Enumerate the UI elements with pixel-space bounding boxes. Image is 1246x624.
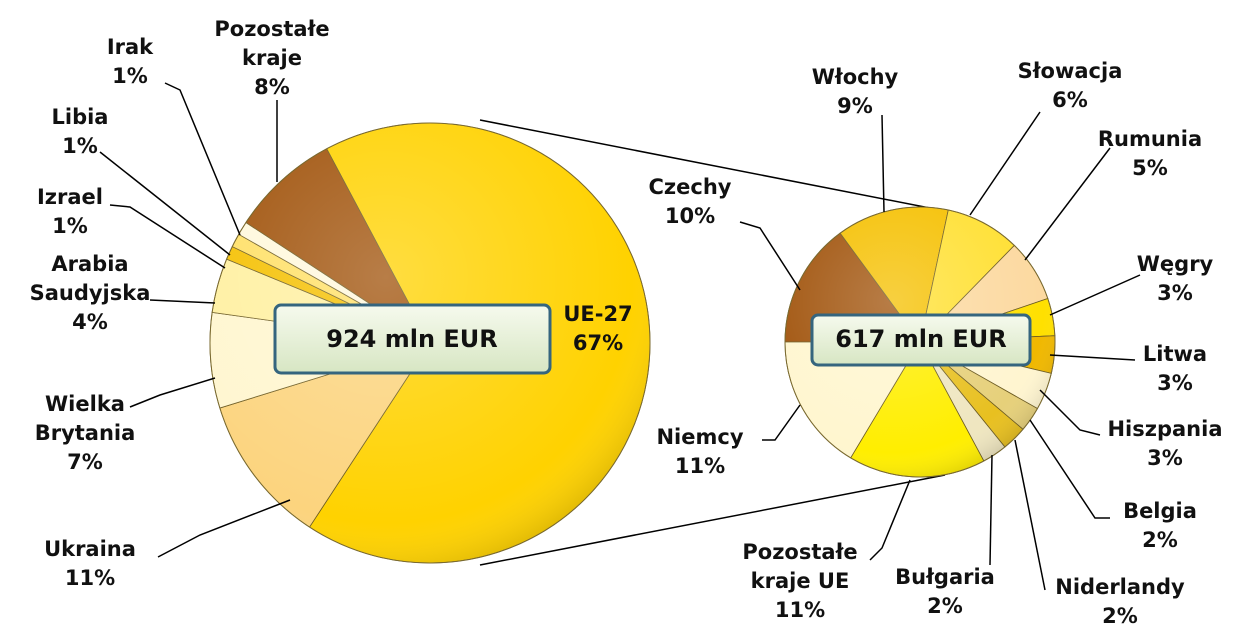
slice-value-label: 2% xyxy=(927,594,963,618)
slice-label: Brytania xyxy=(35,421,136,445)
leader-line xyxy=(762,404,801,441)
leader-line xyxy=(109,204,226,269)
leader-line xyxy=(989,454,993,566)
connector-line xyxy=(479,474,946,566)
slice-value-label: 3% xyxy=(1157,281,1193,305)
slice-value-label: 5% xyxy=(1132,156,1168,180)
leader-line xyxy=(149,299,216,304)
leader-line xyxy=(881,114,885,213)
slice-label: kraje UE xyxy=(751,569,850,593)
connector-line xyxy=(479,119,941,211)
leader-line xyxy=(99,151,231,256)
slice-value-label: 8% xyxy=(254,75,290,99)
total-label: 924 mln EUR xyxy=(326,325,498,353)
slice-value-label: 11% xyxy=(65,566,115,590)
slice-value-label: 10% xyxy=(665,204,715,228)
slice-value-label: 11% xyxy=(775,598,825,622)
slice-label: Litwa xyxy=(1143,342,1207,366)
slice-value-label: 1% xyxy=(52,214,88,238)
total-box xyxy=(273,303,552,375)
slice-label: Niemcy xyxy=(656,425,743,449)
leader-line xyxy=(1014,439,1046,591)
slice-value-label: 2% xyxy=(1142,528,1178,552)
slice-label: Wielka xyxy=(45,392,125,416)
slice-label: Pozostałe xyxy=(214,17,329,41)
leader-line xyxy=(739,221,801,291)
slice-value-label: 1% xyxy=(62,134,98,158)
total-box xyxy=(810,313,1032,367)
slice-label: Belgia xyxy=(1123,499,1197,523)
slice-label: Rumunia xyxy=(1098,127,1202,151)
slice-value-label: 67% xyxy=(573,331,623,355)
slice-label: Ukraina xyxy=(44,537,136,561)
slice-value-label: 1% xyxy=(112,64,148,88)
slice-value-label: 7% xyxy=(67,450,103,474)
slice-label: Hiszpania xyxy=(1107,417,1222,441)
slice-label: Bułgaria xyxy=(895,565,995,589)
slice-value-label: 6% xyxy=(1052,88,1088,112)
slice-label: Niderlandy xyxy=(1055,575,1185,599)
slice-value-label: 9% xyxy=(837,94,873,118)
total-label: 617 mln EUR xyxy=(835,325,1007,353)
leader-line xyxy=(129,377,216,408)
slice-value-label: 4% xyxy=(72,310,108,334)
slice-label: Izrael xyxy=(37,185,103,209)
slice-label: Irak xyxy=(107,35,154,59)
slice-label: Saudyjska xyxy=(30,281,151,305)
slice-label: Pozostałe xyxy=(742,540,857,564)
slice-label: Czechy xyxy=(649,175,732,199)
leader-line xyxy=(969,111,1041,216)
slice-label: Węgry xyxy=(1137,252,1214,276)
slice-label: Libia xyxy=(52,105,109,129)
slice-label: kraje xyxy=(242,46,302,70)
slice-label: Arabia xyxy=(51,252,128,276)
slice-value-label: 11% xyxy=(675,454,725,478)
leader-line xyxy=(1024,147,1111,261)
slice-value-label: 3% xyxy=(1147,446,1183,470)
slice-label: Włochy xyxy=(812,65,899,89)
slice-label: UE-27 xyxy=(563,302,632,326)
slice-value-label: 2% xyxy=(1102,604,1138,624)
leader-line xyxy=(1049,354,1136,361)
leader-line xyxy=(1039,389,1101,436)
leader-line xyxy=(1029,419,1110,519)
leader-line xyxy=(1049,274,1141,316)
slice-value-label: 3% xyxy=(1157,371,1193,395)
leader-line xyxy=(157,499,291,558)
leader-line xyxy=(164,82,241,236)
slice-label: Słowacja xyxy=(1018,59,1123,83)
leader-line xyxy=(869,479,911,561)
